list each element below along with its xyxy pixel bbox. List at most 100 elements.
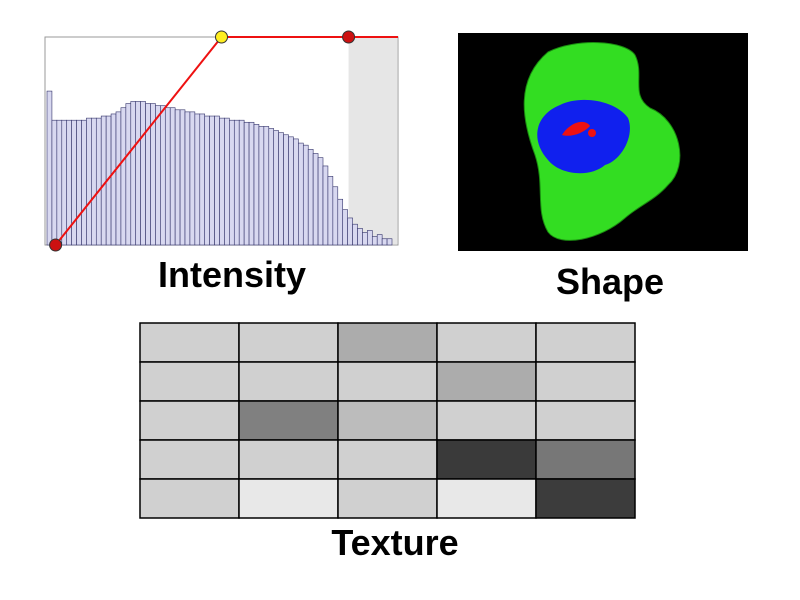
histogram-bar [263,126,270,246]
histogram-bar [115,111,122,246]
histogram-bar [347,217,353,246]
histogram-bar [140,101,146,246]
histogram-bar [376,234,383,246]
histogram-bar [337,198,344,246]
histogram-bar [283,134,289,246]
texture-cell [337,478,438,519]
texture-cell [139,478,240,519]
texture-cell [139,322,240,363]
shape-render [458,33,748,251]
histogram-bar [367,230,373,246]
texture-cell [238,439,339,480]
histogram-bar [381,238,388,246]
histogram-bar [371,236,378,246]
selected-range [348,38,397,244]
texture-cell [535,361,636,402]
texture-cell [139,361,240,402]
inner-shape [537,99,630,174]
histogram [46,30,398,252]
histogram-bar [248,121,255,246]
texture-cell [337,361,438,402]
histogram-bar [76,119,82,246]
core-shape [562,121,590,136]
histogram-bar [332,186,339,246]
histogram-bar [46,90,53,246]
histogram-bar [81,119,87,246]
core-shape [588,129,596,137]
histogram-bar [307,149,314,246]
histogram-bar [160,105,166,246]
control-point [342,30,356,44]
histogram-bar [155,105,161,246]
histogram-bar [56,119,63,246]
control-point [215,30,228,44]
histogram-bar [125,103,132,246]
histogram-bar [288,136,294,246]
transfer-curve [54,36,398,246]
histogram-bar [229,119,235,246]
texture-cell [337,439,438,480]
histogram-bar [214,115,220,246]
histogram-bar [293,138,299,246]
histogram-bar [204,115,210,246]
control-point [49,238,63,252]
texture-grid [139,322,636,519]
histogram-bar [219,117,225,246]
texture-cell [238,478,339,519]
texture-cell [337,400,438,441]
texture-cell [535,322,636,363]
texture-cell [535,439,636,480]
histogram-bar [342,209,348,246]
histogram-bar [145,103,151,246]
histogram-bar [61,119,68,246]
histogram-bar [120,107,127,246]
texture-cell [238,322,339,363]
histogram-bar [199,113,206,246]
histogram-bar [86,117,92,246]
histogram-bar [243,121,250,246]
texture-cell [238,361,339,402]
histogram-bar [233,119,240,246]
histogram-bar [189,111,196,246]
histogram-bar [194,113,201,246]
histogram-bar [302,144,309,246]
histogram-bar [298,142,304,246]
histogram-bar [357,228,363,246]
texture-cell [139,439,240,480]
histogram-bar [169,107,176,246]
histogram-bar [238,119,245,246]
histogram-bar [184,111,191,246]
histogram-bar [95,117,102,246]
histogram-bar [130,101,137,246]
texture-cell [238,400,339,441]
intensity-label: Intensity [158,254,306,295]
histogram-bar [164,107,171,246]
histogram-bar [362,232,368,246]
texture-cell [535,400,636,441]
texture-cell [436,400,537,441]
histogram-bar [174,109,181,246]
histogram-bar [352,223,358,246]
histogram-bar [51,119,58,246]
texture-cell [139,400,240,441]
texture-cell [436,322,537,363]
histogram-bar [273,130,279,246]
texture-cell [535,478,636,519]
histogram-bar [317,157,324,246]
histogram-bar [135,101,141,246]
histogram-bar [278,132,284,246]
shape-label: Shape [556,261,664,302]
histogram-bar [268,128,275,246]
histogram-bar [71,119,77,246]
histogram-bar [224,117,230,246]
histogram-bar [327,176,334,246]
histogram-bar [253,124,260,246]
texture-cell [436,478,537,519]
histogram-bar [91,117,97,246]
histogram-bar [322,165,329,246]
histogram-bar [258,126,265,246]
texture-cell [436,439,537,480]
texture-cell [337,322,438,363]
histogram-bar [312,153,319,246]
